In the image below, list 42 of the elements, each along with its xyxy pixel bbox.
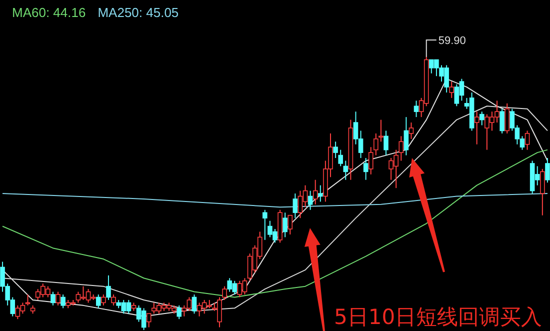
candlestick	[101, 294, 106, 306]
candlestick	[312, 179, 318, 205]
candlestick	[398, 136, 404, 162]
candlestick	[374, 132, 378, 156]
candlestick	[363, 158, 368, 180]
candlestick	[500, 108, 504, 134]
candlestick	[292, 193, 298, 219]
candlestick	[222, 286, 227, 300]
candlestick	[474, 111, 480, 145]
text: MA60: 44.16	[12, 5, 86, 20]
candlestick	[308, 190, 313, 210]
candlestick	[56, 291, 60, 306]
candlestick	[378, 119, 384, 142]
candlestick	[384, 130, 388, 156]
candlestick	[60, 294, 66, 309]
candlestick	[479, 111, 484, 126]
text: MA250: 45.05	[98, 5, 179, 20]
candlestick	[96, 294, 101, 309]
candlestick	[343, 160, 348, 180]
candlestick	[368, 146, 374, 175]
candlestick	[146, 313, 152, 328]
candlestick	[414, 100, 419, 118]
candlestick	[288, 214, 293, 235]
candlestick	[524, 130, 530, 150]
candlestick	[338, 149, 343, 167]
candlestick	[282, 212, 288, 238]
candlestick	[404, 116, 409, 156]
candlestick	[540, 168, 545, 216]
candlestick	[111, 294, 116, 306]
candlestick	[408, 122, 414, 140]
candlestick	[176, 304, 182, 320]
candlestick	[106, 274, 111, 300]
annotation: 5日10日短线回调买入	[334, 305, 542, 329]
candlestick	[192, 294, 197, 314]
candlestick	[504, 102, 510, 134]
text: 59.90	[438, 35, 466, 47]
candlestick	[333, 141, 338, 159]
candlestick	[50, 291, 56, 306]
candlestick	[318, 184, 323, 202]
candlestick	[545, 158, 550, 184]
candlestick	[262, 209, 268, 240]
candlestick	[449, 81, 454, 98]
